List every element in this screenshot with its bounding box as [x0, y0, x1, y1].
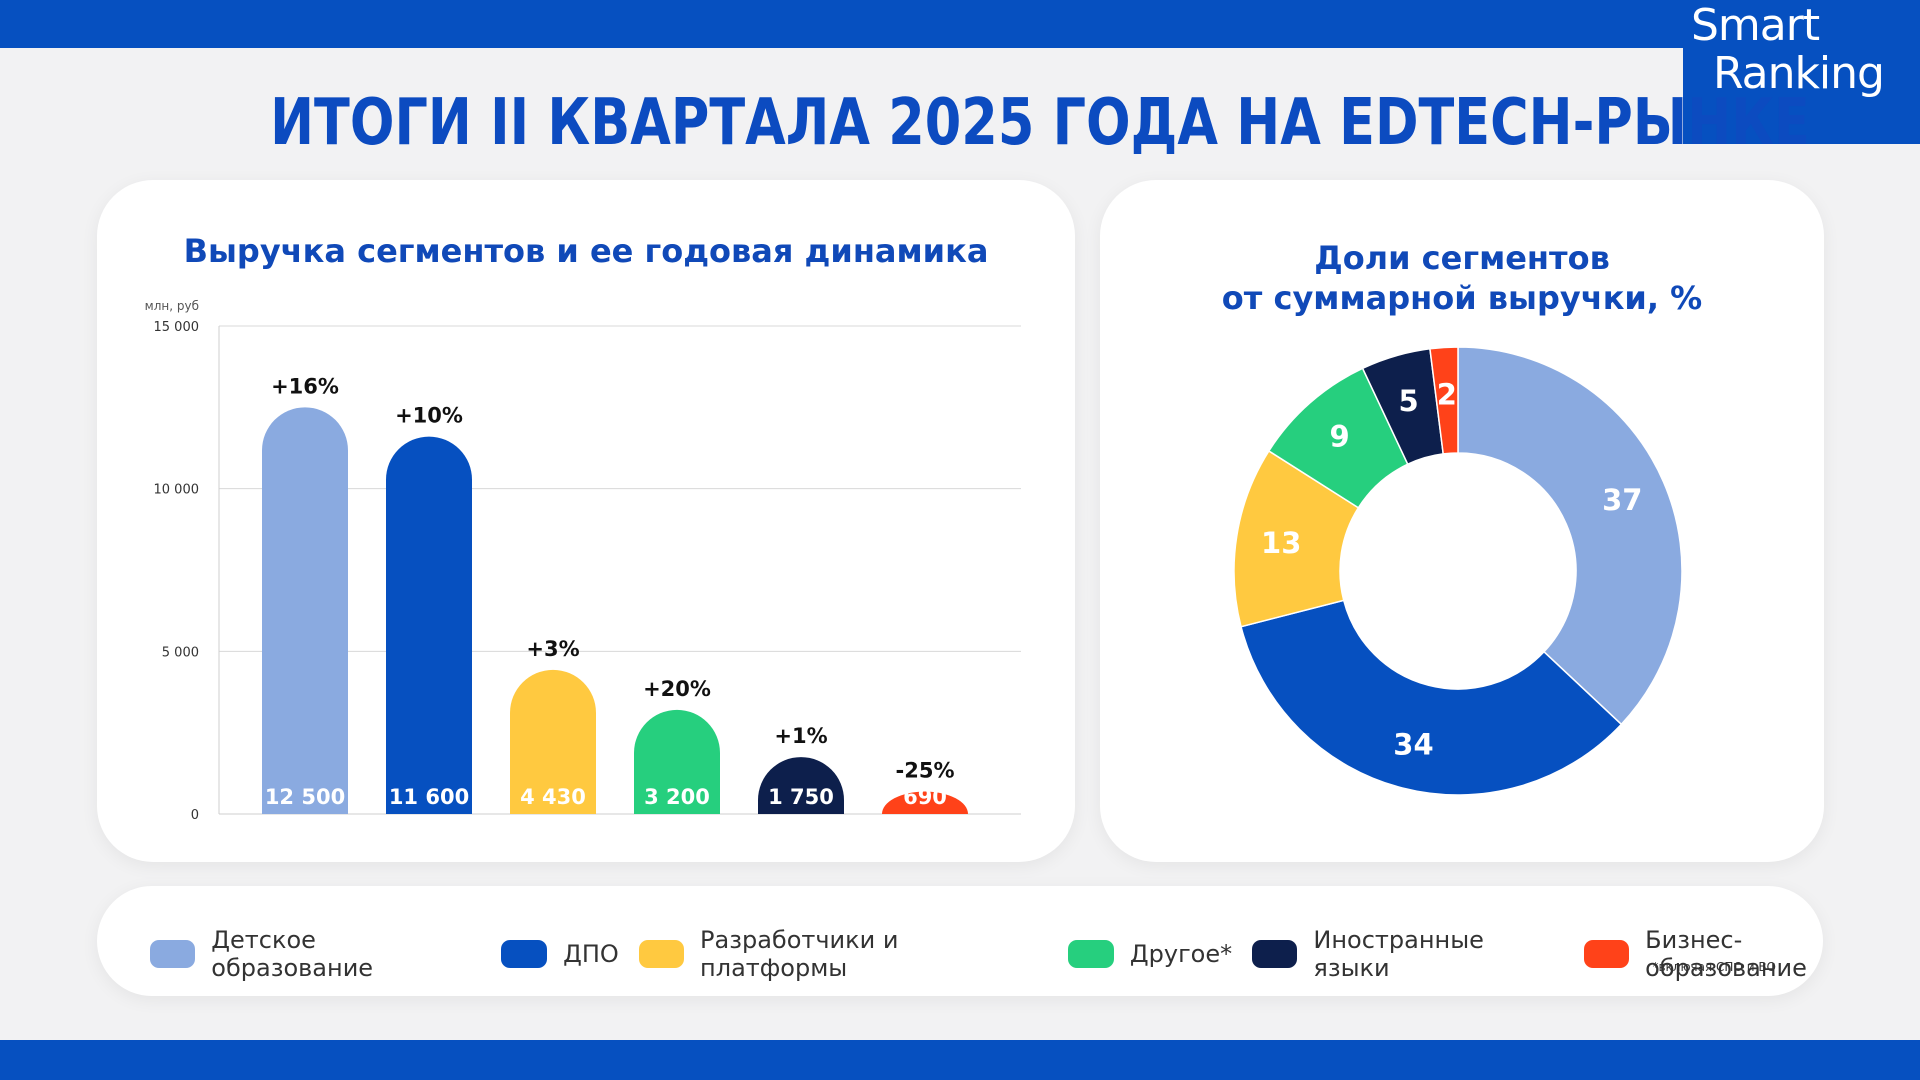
donut-slice-label: 5	[1399, 384, 1419, 418]
top-bar	[0, 0, 1920, 48]
legend-item: Разработчики и платформы	[638, 926, 1048, 982]
bottom-bar	[0, 1040, 1920, 1080]
donut-slice-label: 37	[1602, 483, 1642, 517]
legend-swatch	[1583, 940, 1630, 968]
bar-value-label: 3 200	[644, 785, 710, 809]
donut-slice-label: 2	[1437, 377, 1457, 411]
donut-slice	[1240, 599, 1623, 796]
legend-item: ДПО	[501, 940, 619, 968]
y-tick-label: 5 000	[162, 645, 199, 660]
bar-growth-label: +3%	[526, 637, 579, 661]
bar-growth-label: +10%	[395, 404, 463, 428]
legend-footnote: *включая СПО и ВО	[1652, 960, 1776, 974]
bar-chart: млн, руб 15 000 10 000 5 000 0 12 500 +16% 11 6…	[145, 299, 1021, 823]
bar	[510, 669, 596, 814]
legend-label: Бизнес-образование	[1645, 926, 1807, 982]
donut-chart-title: Доли сегментов от суммарной выручки, %	[1100, 238, 1824, 318]
smart-ranking-logo: Smart Ranking	[1683, 0, 1920, 144]
bar-growth-label: +1%	[774, 724, 827, 748]
legend-item: Детское образование	[150, 926, 481, 982]
bar	[882, 791, 968, 814]
legend-card	[97, 886, 1823, 996]
donut-slice	[1457, 346, 1683, 726]
bar-value-label: 1 750	[768, 785, 834, 809]
donut-title-line-1: Доли сегментов	[1314, 239, 1610, 277]
donut-slice-label: 34	[1393, 727, 1433, 761]
donut-title-line-2: от суммарной выручки, %	[1221, 279, 1703, 317]
donut-slice-label: 9	[1330, 420, 1350, 454]
legend-swatch	[1252, 940, 1298, 968]
bar-growth-label: +20%	[643, 677, 711, 701]
y-axis-unit-label: млн, руб	[145, 299, 199, 313]
bar	[386, 436, 472, 814]
bar-chart-title: Выручка сегментов и ее годовая динамика	[183, 232, 989, 270]
legend-label: ДПО	[563, 940, 619, 968]
y-tick-label: 10 000	[154, 483, 200, 498]
donut-slice	[1429, 346, 1459, 455]
bar-growth-label: -25%	[896, 759, 955, 783]
y-tick-label: 0	[191, 808, 199, 823]
legend-item: Бизнес-образование	[1583, 926, 1900, 982]
legend-swatch	[1067, 940, 1114, 968]
legend: Детское образование ДПО Разработчики и пла…	[150, 926, 1920, 982]
legend-swatch	[501, 940, 548, 968]
page-title: ИТОГИ II КВАРТАЛА 2025 ГОДА НА EDTECH-РЫ…	[270, 86, 1810, 160]
y-tick-label: 15 000	[154, 320, 200, 335]
legend-swatch	[150, 940, 196, 968]
legend-item: Другое*	[1067, 940, 1233, 968]
logo-line-1: Smart	[1691, 0, 1820, 51]
bar	[758, 757, 844, 814]
bar-value-label: 690	[903, 785, 947, 809]
bar-growth-label: +16%	[271, 374, 339, 398]
legend-label: Детское образование	[211, 926, 374, 982]
bar-value-label: 4 430	[520, 785, 586, 809]
bar	[634, 709, 720, 814]
bar	[262, 407, 348, 814]
legend-label: Другое*	[1129, 940, 1233, 968]
bar-value-label: 12 500	[265, 785, 345, 809]
legend-swatch	[638, 940, 685, 968]
logo-line-2: Ranking	[1713, 48, 1885, 99]
donut-slice-label: 13	[1261, 526, 1301, 560]
legend-label: Разработчики и платформы	[700, 926, 899, 982]
donut-chart: 37 34 13 9 5 2	[1233, 346, 1683, 796]
legend-item: Иностранные языки	[1252, 926, 1564, 982]
legend-label: Иностранные языки	[1313, 926, 1484, 982]
bar-value-label: 11 600	[389, 785, 469, 809]
